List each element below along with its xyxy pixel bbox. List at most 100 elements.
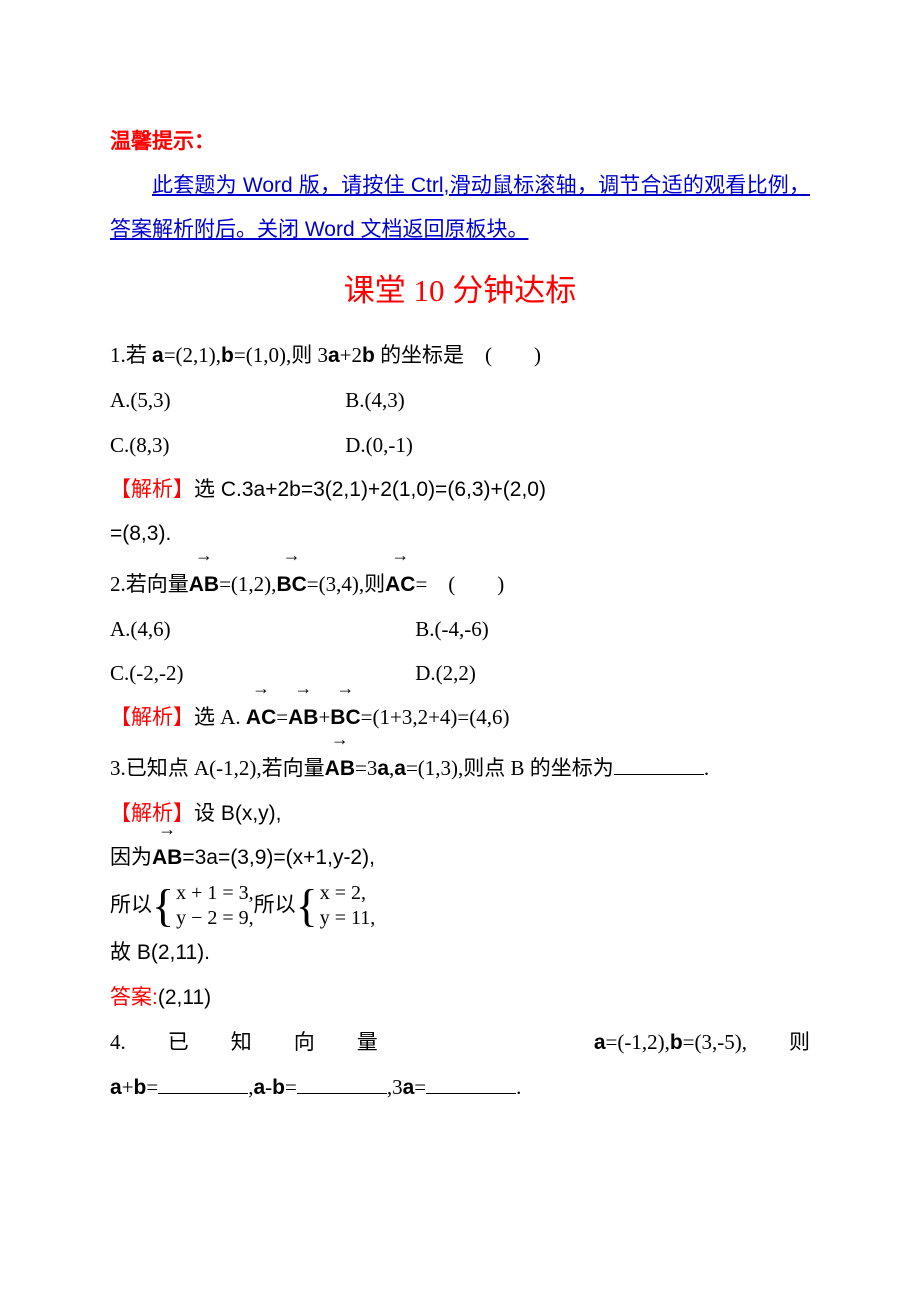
q4-tail: . xyxy=(516,1075,521,1099)
q1-b-val: =(1,0),则 3 xyxy=(234,343,328,367)
q4-eq2: = xyxy=(285,1075,297,1099)
q3-line2-rest: =3a=(3,9)=(x+1,y-2), xyxy=(182,846,375,869)
q4-stem-left: 4. 已 知 向 量 xyxy=(110,1030,420,1054)
q2-prefix: 2.若向量 xyxy=(110,572,189,596)
q1-solution-line1: 【解析】选 C.3a+2b=3(2,1)+2(1,0)=(6,3)+(2,0) xyxy=(110,467,810,512)
section-title: 课堂 10 分钟达标 xyxy=(110,258,810,323)
q2-tail: = ( ) xyxy=(415,572,504,596)
q4-b1: b xyxy=(134,1076,147,1099)
q2-opt-b: B.(-4,-6) xyxy=(415,607,488,651)
q4-c2: ,3 xyxy=(387,1075,403,1099)
arrow-icon: → xyxy=(385,547,415,565)
q4-a2: a xyxy=(253,1076,265,1099)
hint-title: 温馨提示： xyxy=(110,120,810,164)
arrow-icon: → xyxy=(288,680,318,698)
q2-vec-ac: →AC xyxy=(385,562,415,607)
hint-body: 此套题为 Word 版，请按住 Ctrl,滑动鼠标滚轴，调节合适的观看比例，答案… xyxy=(110,164,810,252)
q2-solution-eq: =(1+3,2+4)=(4,6) xyxy=(361,705,510,729)
q3-solution-line4: 故 B(2,11). xyxy=(110,931,810,975)
q2-ac: AC xyxy=(385,573,415,596)
q3-sys2-eq2: y = 11, xyxy=(320,906,376,931)
q3-blank xyxy=(614,753,704,775)
q3-line2-ab: AB xyxy=(152,846,182,869)
q2-bc: BC xyxy=(276,573,306,596)
q3-line3-prefix: 所以 xyxy=(110,893,152,916)
q4-eq1: = xyxy=(146,1075,158,1099)
q3-a2: a xyxy=(394,757,406,780)
q1-options-row2: C.(8,3) D.(0,-1) xyxy=(110,423,810,467)
brace-icon: { xyxy=(296,883,318,929)
q3-a-val: =(1,3),则点 B 的坐标为 xyxy=(406,756,614,780)
arrow-icon: → xyxy=(189,547,219,565)
q3-sys1-eq2: y − 2 = 9, xyxy=(176,906,254,931)
q2-opt-a: A.(4,6) xyxy=(110,607,410,651)
arrow-icon: → xyxy=(246,680,276,698)
q1-solution-body1: 选 C.3a+2b=3(2,1)+2(1,0)=(6,3)+(2,0) xyxy=(194,478,546,501)
q3-tail: . xyxy=(704,756,709,780)
q2-ab: AB xyxy=(189,573,219,596)
q4-blank2 xyxy=(297,1072,387,1094)
q3-solution-line3: 所以{x + 1 = 3,y − 2 = 9,所以{x = 2,y = 11, xyxy=(110,881,810,931)
q3-ab: AB xyxy=(325,757,355,780)
q3-answer: 答案:(2,11) xyxy=(110,975,810,1020)
q1-stem: 1.若 a=(2,1),b=(1,0),则 3a+2b 的坐标是 ( ) xyxy=(110,333,810,378)
q1-options-row1: A.(5,3) B.(4,3) xyxy=(110,378,810,422)
q3-mid: =3 xyxy=(355,756,377,780)
q4-blank3 xyxy=(426,1072,516,1094)
q3-a: a xyxy=(377,757,389,780)
q1-solution-label: 【解析】 xyxy=(110,478,194,501)
q2-sol-ab: AB xyxy=(288,706,318,729)
q1-a: a xyxy=(152,344,164,367)
q3-prefix: 3.已知点 A(-1,2),若向量 xyxy=(110,756,325,780)
q3-system2: {x = 2,y = 11, xyxy=(296,881,376,931)
q2-bc-val: =(3,4),则 xyxy=(307,572,385,596)
q3-line2-prefix: 因为 xyxy=(110,846,152,869)
q4-mid2: =(3,-5), 则 xyxy=(683,1030,810,1054)
arrow-icon: → xyxy=(276,547,306,565)
arrow-icon: → xyxy=(152,821,182,839)
q2-sol-bc: BC xyxy=(330,706,360,729)
q4-b: b xyxy=(670,1031,683,1054)
page: 温馨提示： 此套题为 Word 版，请按住 Ctrl,滑动鼠标滚轴，调节合适的观… xyxy=(0,0,920,1302)
q4-eq3: = xyxy=(414,1075,426,1099)
q1-b2: b xyxy=(362,344,375,367)
q3-stem: 3.已知点 A(-1,2),若向量→AB=3a,a=(1,3),则点 B 的坐标… xyxy=(110,746,810,791)
q2-solution: 【解析】选 A. →AC=→AB+→BC=(1+3,2+4)=(4,6) xyxy=(110,695,810,740)
arrow-icon: → xyxy=(325,731,355,749)
q3-solution-line2: 因为→AB=3a=(3,9)=(x+1,y-2), xyxy=(110,836,810,880)
q2-vec-ab: →AB xyxy=(189,562,219,607)
arrow-icon: → xyxy=(330,680,360,698)
q3-sys1-eq1: x + 1 = 3, xyxy=(176,881,254,906)
q4-mid1: =(-1,2), xyxy=(606,1030,670,1054)
q4-b2: b xyxy=(272,1076,285,1099)
q3-answer-label: 答案: xyxy=(110,986,158,1009)
q4-a: a xyxy=(594,1031,606,1054)
q1-plus: +2 xyxy=(340,343,362,367)
q4-plus: + xyxy=(122,1075,134,1099)
q1-a2: a xyxy=(328,344,340,367)
q2-solution-prefix: 选 A. xyxy=(194,705,241,729)
q1-opt-d: D.(0,-1) xyxy=(345,423,413,467)
q2-stem: 2.若向量→AB=(1,2),→BC=(3,4),则→AC= ( ) xyxy=(110,562,810,607)
q4-blank1 xyxy=(158,1072,248,1094)
q4-a1: a xyxy=(110,1076,122,1099)
q3-answer-value: (2,11) xyxy=(158,986,211,1009)
q4-stem-line2: a+b=,a-b=,3a=. xyxy=(110,1065,810,1110)
q2-sol-ac: AC xyxy=(246,706,276,729)
q2-ab-val: =(1,2), xyxy=(219,572,276,596)
brace-icon: { xyxy=(152,883,174,929)
q1-opt-c: C.(8,3) xyxy=(110,423,340,467)
q3-vec-ab: →AB xyxy=(325,746,355,791)
q1-opt-b: B.(4,3) xyxy=(345,378,405,422)
q4-a3: a xyxy=(403,1076,415,1099)
q2-opt-d: D.(2,2) xyxy=(415,651,476,695)
q1-a-val: =(2,1), xyxy=(164,343,221,367)
q1-prefix: 1.若 xyxy=(110,343,152,367)
q2-vec-bc: →BC xyxy=(276,562,306,607)
q3-line2-vec-ab: →AB xyxy=(152,836,182,880)
q4-stem-line1: 4. 已 知 向 量 a=(-1,2),b=(3,-5), 则 xyxy=(110,1020,810,1065)
q3-system1: {x + 1 = 3,y − 2 = 9, xyxy=(152,881,254,931)
q1-tail: 的坐标是 ( ) xyxy=(375,343,541,367)
q2-sol-vec-ab: →AB xyxy=(288,695,318,740)
q3-solution-line1: 【解析】设 B(x,y), xyxy=(110,791,810,836)
